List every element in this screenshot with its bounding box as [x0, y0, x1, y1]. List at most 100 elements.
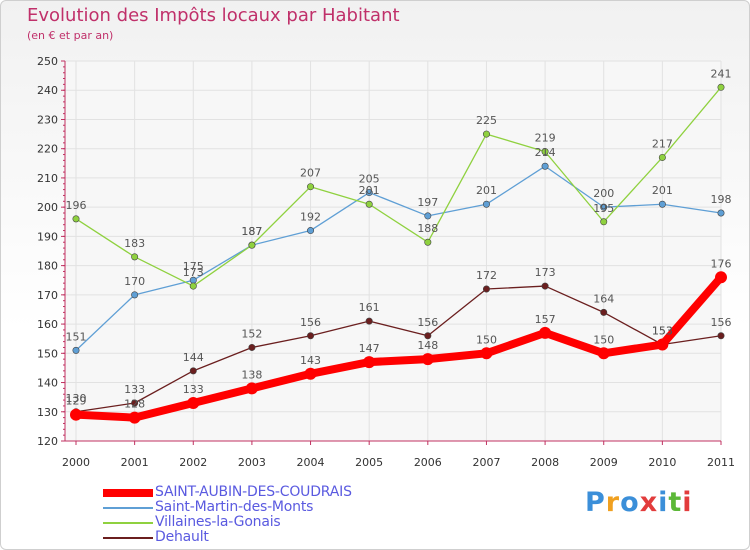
logo-letter: t	[668, 487, 683, 518]
data-label: 201	[652, 184, 673, 197]
x-tick-label: 2011	[707, 456, 735, 469]
data-point	[597, 347, 610, 360]
legend-item: SAINT-AUBIN-DES-COUDRAIS	[97, 484, 417, 500]
chart-subtitle: (en € et par an)	[27, 29, 114, 42]
data-point	[307, 227, 315, 235]
data-label: 150	[593, 333, 614, 346]
data-point	[600, 218, 608, 226]
data-label: 153	[652, 325, 673, 338]
data-point	[245, 382, 258, 395]
legend-item: Villaines-la-Gonais	[97, 514, 417, 530]
y-tick-label: 250	[37, 55, 58, 68]
x-tick-label: 2003	[238, 456, 266, 469]
data-label: 201	[476, 184, 497, 197]
x-tick-label: 2001	[121, 456, 149, 469]
data-label: 219	[535, 132, 556, 145]
y-tick-label: 240	[37, 84, 58, 97]
data-point	[70, 408, 82, 421]
data-point	[128, 411, 141, 424]
data-point	[715, 271, 727, 284]
series-line-4	[75, 285, 722, 413]
y-tick-label: 180	[37, 260, 58, 273]
data-label: 225	[476, 114, 497, 127]
data-label: 133	[183, 383, 204, 396]
y-tick-label: 220	[37, 143, 58, 156]
data-point	[656, 338, 669, 351]
data-label: 198	[711, 193, 732, 206]
data-label: 157	[535, 313, 556, 326]
data-point	[365, 189, 373, 197]
data-label: 195	[593, 202, 614, 215]
legend-swatch	[103, 537, 153, 539]
data-label: 187	[241, 225, 262, 238]
legend-swatch	[103, 522, 153, 524]
legend-item: Saint-Martin-des-Monts	[97, 499, 417, 515]
data-label: 156	[300, 316, 321, 329]
data-label: 241	[711, 67, 732, 80]
data-point	[131, 291, 139, 299]
logo-letter: i	[658, 487, 669, 518]
data-label: 128	[124, 398, 145, 411]
data-label: 153	[652, 325, 673, 338]
logo-letter: x	[639, 487, 659, 518]
series-line-1	[72, 273, 725, 422]
data-point	[717, 209, 725, 217]
y-tick-label: 130	[37, 406, 58, 419]
data-point	[189, 367, 197, 375]
data-label: 133	[124, 383, 145, 396]
x-tick-label: 2000	[62, 456, 90, 469]
y-tick-label: 200	[37, 201, 58, 214]
data-point	[424, 238, 432, 246]
data-label: 151	[66, 330, 87, 343]
legend-label: SAINT-AUBIN-DES-COUDRAIS	[155, 484, 352, 500]
logo-letter: r	[605, 487, 621, 518]
data-label: 129	[66, 395, 87, 408]
data-point	[658, 153, 666, 161]
y-tick-label: 150	[37, 347, 58, 360]
data-label: 187	[241, 225, 262, 238]
data-point	[482, 130, 490, 138]
data-point	[717, 83, 725, 91]
data-point	[658, 200, 666, 208]
logo-letter: P	[585, 487, 606, 518]
data-point	[600, 203, 608, 211]
data-point	[304, 367, 317, 380]
data-label: 152	[241, 327, 262, 340]
axes: 120 130 140 150 160 170 180 190 200 210 220 230 240 2…	[37, 55, 735, 469]
data-point	[541, 148, 549, 156]
data-point	[72, 346, 80, 354]
legend-swatch	[103, 489, 153, 497]
data-label: 138	[241, 368, 262, 381]
grid	[65, 60, 722, 442]
data-label: 214	[535, 146, 556, 159]
legend-label: Dehault	[155, 529, 209, 545]
logo-letter: i	[682, 487, 693, 518]
data-point	[189, 282, 197, 290]
data-label: 156	[711, 316, 732, 329]
data-label: 170	[124, 275, 145, 288]
x-tick-label: 2006	[414, 456, 442, 469]
data-point	[541, 282, 549, 290]
data-label: 217	[652, 137, 673, 150]
data-label: 207	[300, 167, 321, 180]
data-label: 164	[593, 292, 614, 305]
y-tick-label: 210	[37, 172, 58, 185]
data-point	[424, 332, 432, 340]
data-label: 148	[417, 339, 438, 352]
data-point	[307, 332, 315, 340]
data-label: 130	[66, 392, 87, 405]
series-line-2	[75, 165, 722, 352]
data-label: 150	[476, 333, 497, 346]
legend-item: Dehault	[97, 529, 417, 545]
data-point	[72, 215, 80, 223]
data-point	[131, 253, 139, 261]
legend-label: Saint-Martin-des-Monts	[155, 499, 314, 515]
data-label: 192	[300, 211, 321, 224]
x-tick-label: 2008	[531, 456, 559, 469]
line-chart: 120 130 140 150 160 170 180 190 200 210 220 230 240 2…	[37, 55, 735, 469]
x-tick-label: 2002	[179, 456, 207, 469]
legend: SAINT-AUBIN-DES-COUDRAIS Saint-Martin-des…	[97, 484, 417, 545]
data-label: 173	[183, 266, 204, 279]
data-point	[187, 397, 200, 409]
data-label: 188	[417, 222, 438, 235]
